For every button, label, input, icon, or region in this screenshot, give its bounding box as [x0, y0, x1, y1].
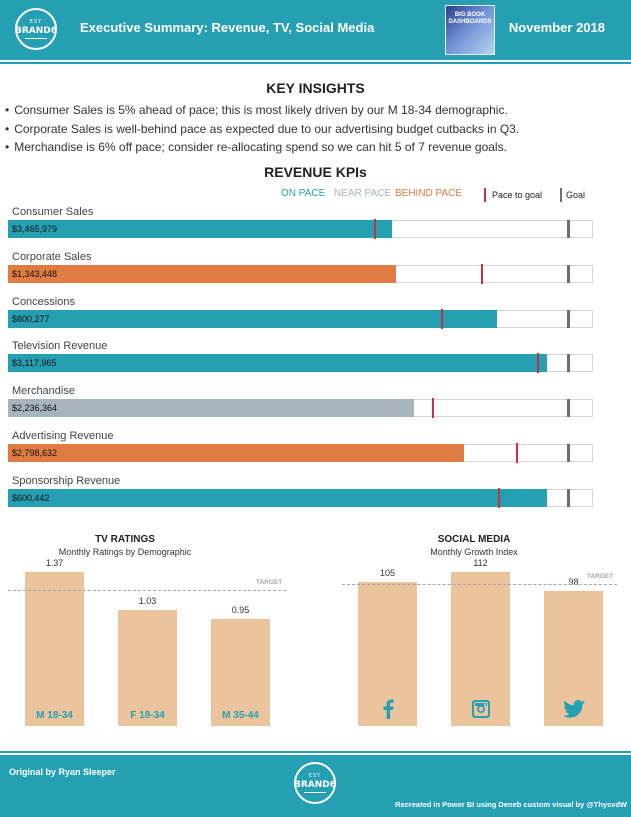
category-label: M 35-44 — [222, 710, 259, 721]
bar-value-label: 112 — [473, 558, 488, 568]
header-divider — [0, 62, 631, 64]
facebook-icon — [358, 698, 417, 720]
pace-marker — [374, 219, 376, 239]
footer-brand-logo: EST BRAND6 — [294, 762, 336, 804]
kpi-label: Advertising Revenue — [12, 430, 114, 442]
kpi-bar — [8, 310, 497, 328]
legend-goal-marker — [560, 188, 562, 202]
pace-marker — [441, 309, 443, 329]
pace-marker — [481, 264, 483, 284]
kpi-bar — [8, 489, 547, 507]
footer-divider — [0, 751, 631, 753]
footer-recreated-credit: Recreated in Power BI using Deneb custom… — [395, 800, 627, 809]
goal-marker — [567, 354, 570, 372]
kpi-bar — [8, 354, 547, 372]
goal-marker — [567, 399, 570, 417]
kpi-value-label: $800,277 — [12, 314, 50, 324]
chart-title: TV RATINGS — [95, 534, 155, 545]
brand-logo: EST BRAND6 — [15, 8, 57, 50]
kpi-value-label: $600,442 — [12, 493, 50, 503]
chart-subtitle: Monthly Ratings by Demographic — [58, 547, 192, 557]
kpi-label: Sponsorship Revenue — [12, 475, 121, 487]
kpi-value-label: $3,117,965 — [12, 358, 57, 368]
kpi-bar — [8, 444, 464, 462]
kpi-value-label: $2,798,632 — [12, 448, 58, 458]
legend-pace-to-goal: Pace to goal — [492, 190, 543, 200]
pace-marker — [516, 443, 518, 463]
target-label: TARGET — [256, 579, 283, 586]
target-line — [342, 584, 617, 585]
legend-behind-pace: BEHIND PACE — [395, 188, 463, 199]
legend-pace-marker — [484, 188, 486, 202]
kpi-bar — [8, 399, 414, 417]
goal-marker — [567, 220, 570, 238]
book-cover-image: BIG BOOK DASHBOARDS — [445, 5, 495, 55]
header-title: Executive Summary: Revenue, TV, Social M… — [80, 20, 375, 35]
bar-value-label: 0.95 — [231, 605, 250, 615]
bar-value-label: 1.37 — [45, 558, 64, 568]
goal-marker — [567, 489, 570, 507]
kpi-value-label: $2,236,364 — [12, 403, 58, 413]
revenue-kpis-title: REVENUE KPIs — [264, 164, 367, 180]
kpi-label: Corporate Sales — [12, 251, 92, 263]
kpi-label: Merchandise — [12, 385, 75, 397]
bar — [118, 610, 177, 726]
kpi-value-label: $1,343,448 — [12, 269, 58, 279]
footer-credit: Original by Ryan Sleeper — [9, 767, 116, 777]
goal-marker — [567, 265, 570, 283]
bar-value-label: 105 — [379, 568, 396, 578]
pace-marker — [432, 398, 434, 418]
chart-subtitle: Monthly Growth Index — [430, 547, 518, 557]
key-insights-title: KEY INSIGHTS — [266, 80, 365, 96]
bar-value-label: 98 — [568, 577, 579, 587]
insight-item: Merchandise is 6% off pace; consider re-… — [5, 138, 625, 157]
legend-goal: Goal — [566, 190, 586, 200]
twitter-icon — [544, 698, 603, 720]
report-date: November 2018 — [508, 20, 605, 35]
kpi-value-label: $3,465,979 — [12, 224, 58, 234]
pace-marker — [537, 353, 539, 373]
legend-on-pace: ON PACE — [281, 188, 326, 199]
bar-value-label: 1.03 — [138, 596, 157, 606]
goal-marker — [567, 444, 570, 462]
pace-marker — [498, 488, 500, 508]
legend-near-pace: NEAR PACE — [334, 188, 392, 199]
kpi-label: Concessions — [12, 296, 75, 308]
insight-item: Corporate Sales is well-behind pace as e… — [5, 120, 625, 139]
target-label: TARGET — [587, 573, 614, 580]
kpi-bar — [8, 220, 392, 238]
insight-item: Consumer Sales is 5% ahead of pace; this… — [5, 101, 625, 120]
kpi-label: Consumer Sales — [12, 206, 94, 218]
bar — [25, 572, 84, 726]
target-line — [8, 590, 286, 591]
insights-list: Consumer Sales is 5% ahead of pace; this… — [5, 101, 625, 157]
goal-marker — [567, 310, 570, 328]
chart-title: SOCIAL MEDIA — [437, 534, 511, 545]
instagram-icon — [451, 698, 510, 720]
kpi-bar — [8, 265, 396, 283]
header-bar — [0, 0, 631, 60]
bar — [211, 619, 270, 726]
category-label: F 18-34 — [130, 710, 165, 721]
category-label: M 18-34 — [36, 710, 73, 721]
kpi-label: Television Revenue — [12, 340, 108, 352]
